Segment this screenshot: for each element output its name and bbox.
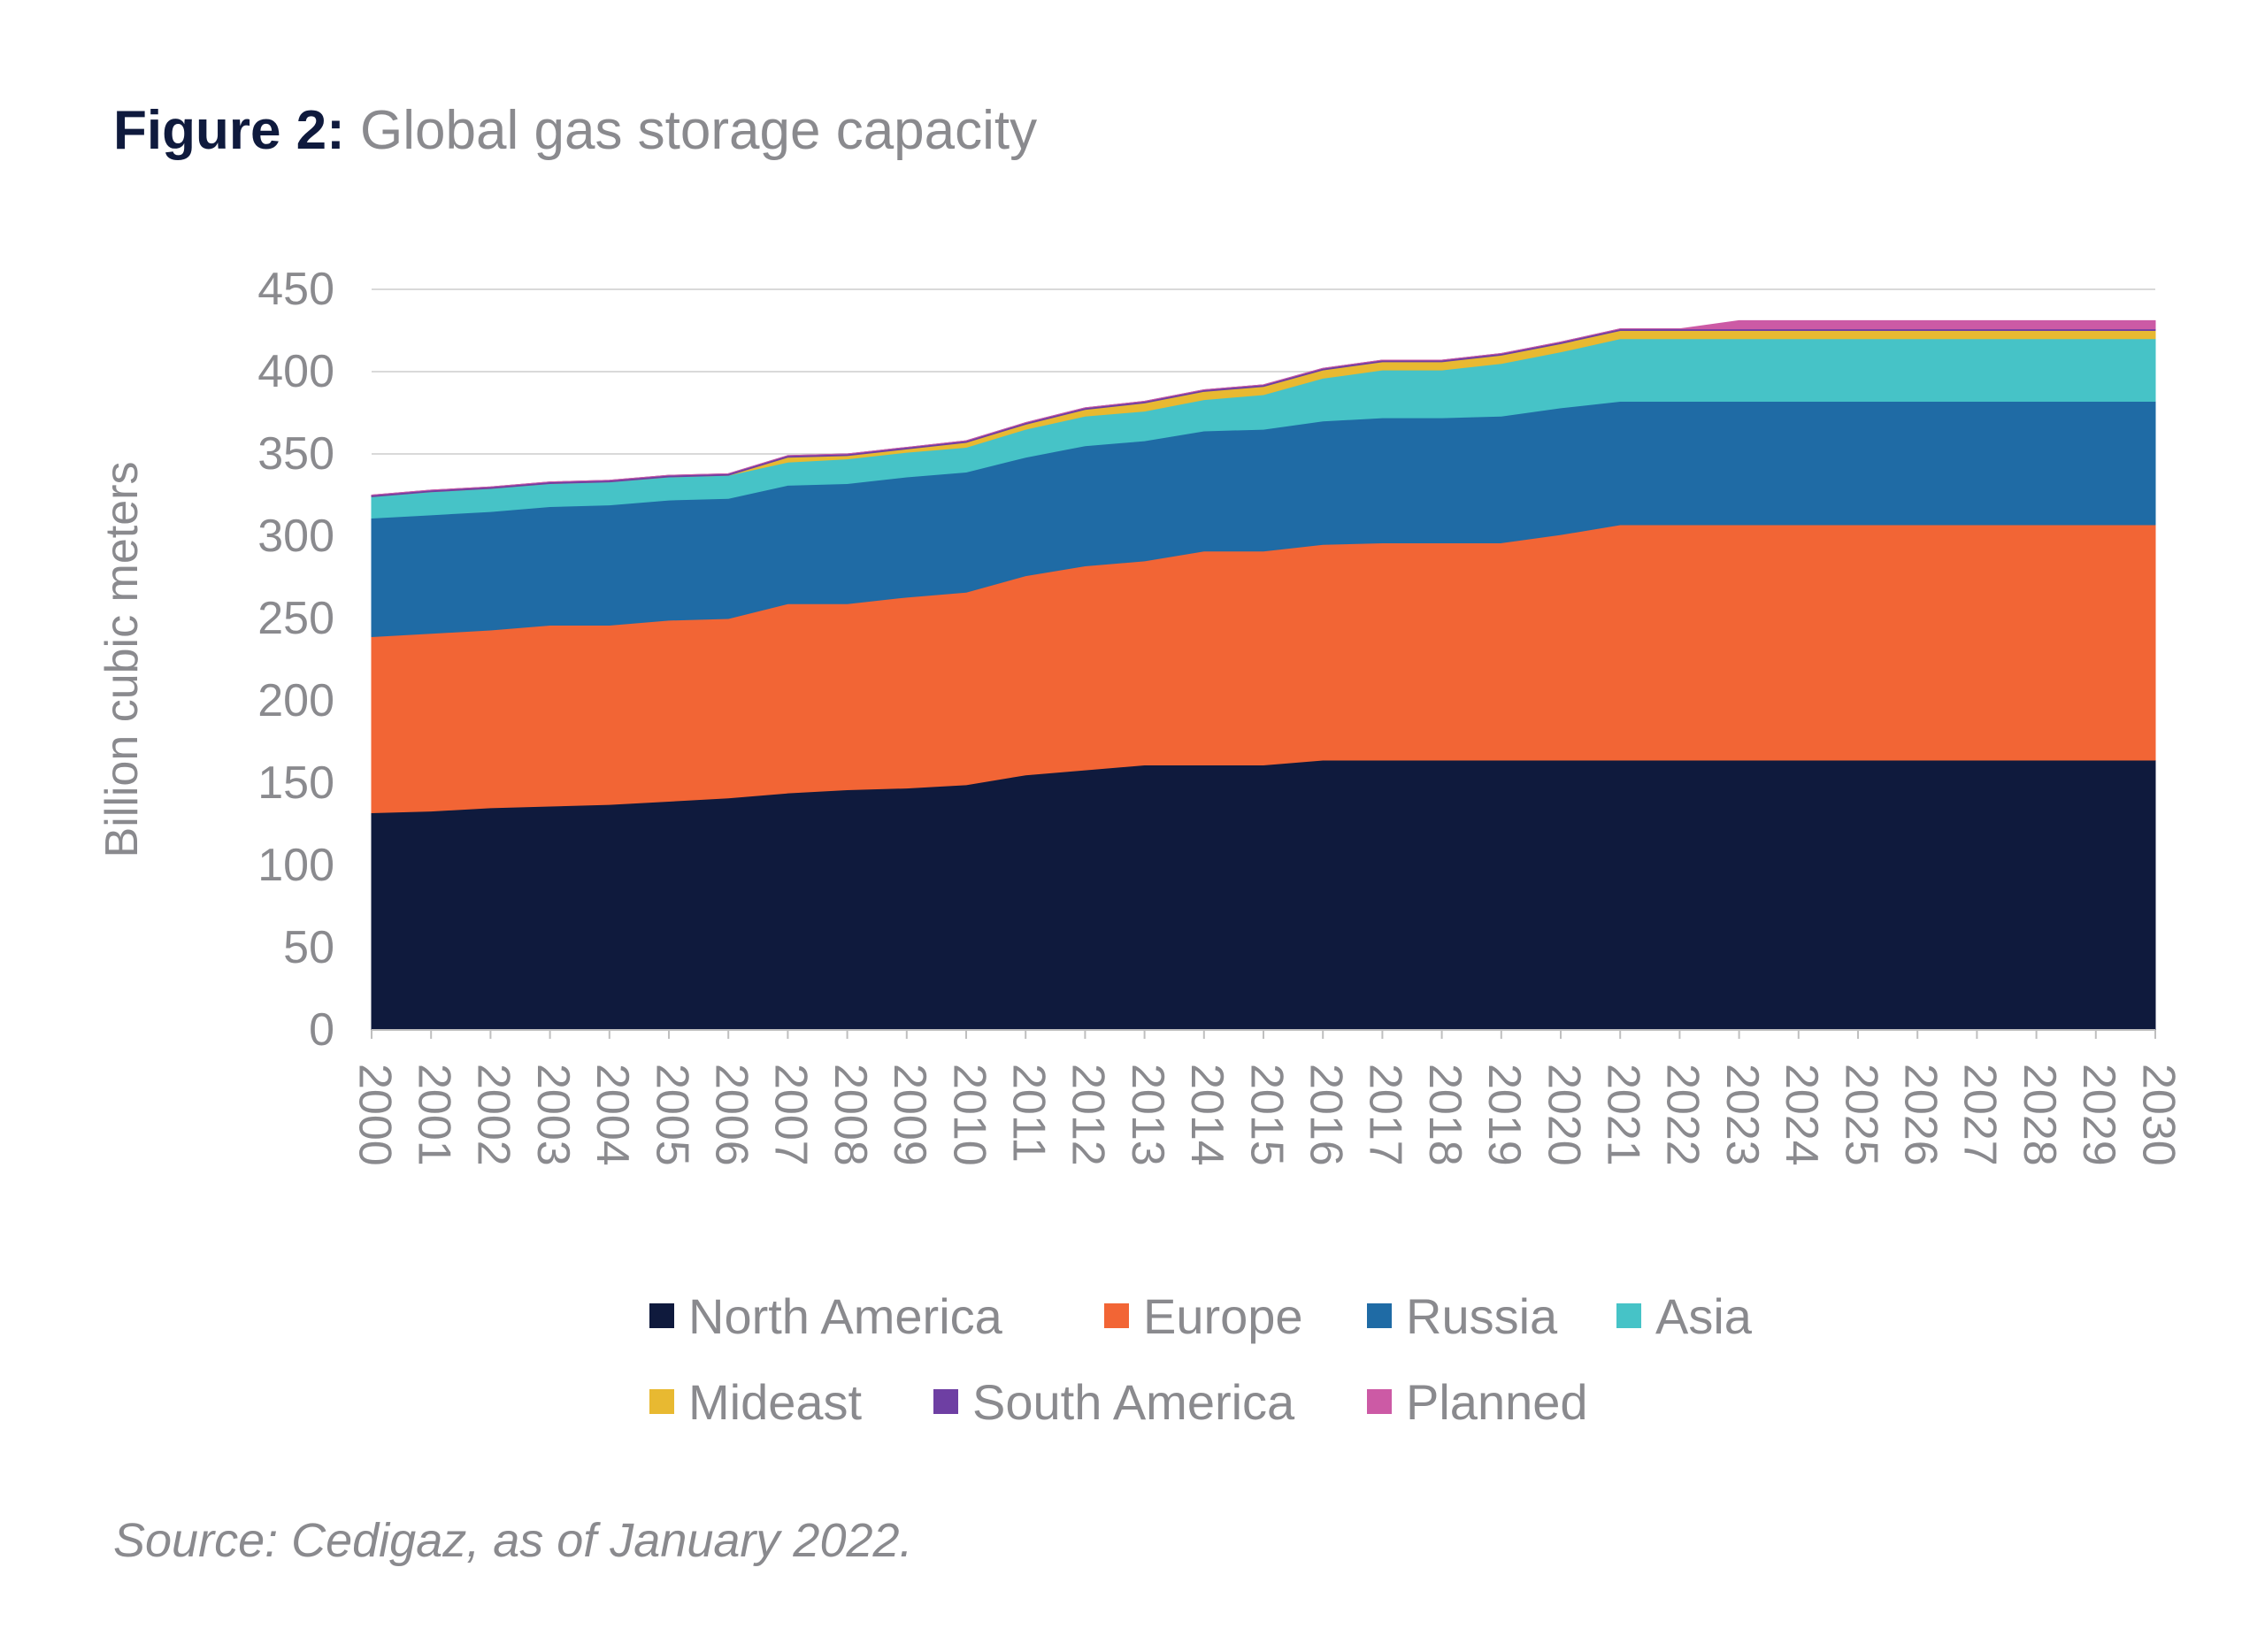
legend-label-asia: Asia <box>1655 1288 1753 1344</box>
legend-label-planned: Planned <box>1406 1374 1588 1430</box>
area-series <box>371 319 2156 1031</box>
legend-label-mideast: Mideast <box>688 1374 863 1430</box>
y-tick-label: 450 <box>257 264 334 315</box>
x-tick-label: 2025 <box>1835 1064 1886 1166</box>
y-tick-label: 50 <box>283 922 334 973</box>
legend: North America Europe Russia Asia Mideast Sout… <box>649 1288 1753 1430</box>
x-tick-label: 2030 <box>2132 1064 2184 1166</box>
x-tick-label: 2003 <box>527 1064 579 1166</box>
x-tick-label: 2011 <box>1002 1064 1054 1163</box>
legend-swatch-russia <box>1367 1303 1392 1328</box>
x-tick-label: 2021 <box>1597 1064 1648 1166</box>
x-tick-label: 2019 <box>1478 1064 1530 1166</box>
figure-number: Figure 2: <box>113 100 345 161</box>
legend-label-europe: Europe <box>1143 1288 1303 1344</box>
x-tick-label: 2012 <box>1063 1064 1114 1166</box>
figure-caption: Global gas storage capacity <box>360 100 1038 161</box>
x-tick-label: 2022 <box>1657 1064 1708 1166</box>
x-tick-label: 2023 <box>1716 1064 1768 1166</box>
x-tick-label: 2008 <box>825 1064 876 1166</box>
x-tick-label: 2013 <box>1122 1064 1173 1166</box>
x-tick-label: 2001 <box>408 1064 459 1166</box>
x-tick-label: 2004 <box>587 1064 638 1166</box>
x-tick-label: 2026 <box>1894 1064 1946 1166</box>
y-tick-label: 150 <box>257 757 334 809</box>
y-tick-label: 100 <box>257 840 334 891</box>
y-axis-label: Billion cubic meters <box>96 462 148 858</box>
x-tick-label: 2010 <box>943 1064 994 1166</box>
x-tick-label: 2005 <box>646 1064 697 1166</box>
legend-swatch-mideast <box>649 1389 674 1414</box>
x-tick-label: 2018 <box>1419 1064 1470 1166</box>
y-tick-label: 350 <box>257 428 334 480</box>
legend-swatch-planned <box>1367 1389 1392 1414</box>
x-tick-label: 2016 <box>1300 1064 1351 1166</box>
legend-label-south-america: South America <box>972 1374 1295 1430</box>
x-tick-label: 2028 <box>2014 1064 2065 1166</box>
x-tick-label: 2027 <box>1954 1064 2006 1166</box>
x-tick-label: 2002 <box>468 1064 519 1166</box>
x-tick-label: 2007 <box>765 1064 817 1166</box>
legend-swatch-europe <box>1104 1303 1129 1328</box>
legend-swatch-asia <box>1616 1303 1641 1328</box>
y-tick-label: 300 <box>257 511 334 562</box>
x-tick-label: 2029 <box>2073 1064 2124 1166</box>
x-tick-label: 2000 <box>349 1064 400 1166</box>
x-tick-label: 2014 <box>1181 1064 1232 1166</box>
x-tick-label: 2017 <box>1360 1064 1411 1166</box>
legend-label-north-america: North America <box>688 1288 1003 1344</box>
legend-swatch-north-america <box>649 1303 674 1328</box>
chart-title: Figure 2: Global gas storage capacity <box>113 96 1037 166</box>
x-tick-label: 2009 <box>884 1064 935 1166</box>
y-tick-label: 250 <box>257 593 334 644</box>
source-note: Source: Cedigaz, as of January 2022. <box>113 1514 913 1567</box>
x-tick-label: 2024 <box>1776 1064 1827 1166</box>
legend-label-russia: Russia <box>1406 1288 1558 1344</box>
y-tick-label: 0 <box>309 1004 334 1056</box>
y-tick-label: 200 <box>257 675 334 726</box>
y-tick-label: 400 <box>257 346 334 397</box>
x-tick-label: 2015 <box>1240 1064 1292 1166</box>
area-planned <box>371 319 2156 496</box>
x-tick-label: 2020 <box>1538 1064 1589 1166</box>
legend-swatch-south-america <box>933 1389 958 1414</box>
x-tick-label: 2006 <box>705 1064 756 1166</box>
